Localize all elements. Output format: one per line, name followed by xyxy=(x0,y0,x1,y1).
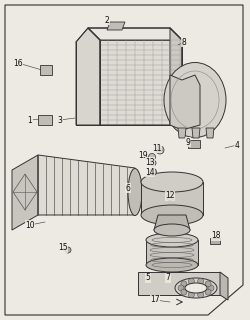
Ellipse shape xyxy=(164,62,226,138)
Circle shape xyxy=(188,278,194,284)
Polygon shape xyxy=(38,115,52,125)
Text: 7: 7 xyxy=(166,274,170,283)
Text: 14: 14 xyxy=(145,167,155,177)
Polygon shape xyxy=(210,238,220,244)
Ellipse shape xyxy=(154,224,190,236)
Text: 2: 2 xyxy=(104,15,110,25)
Text: 5: 5 xyxy=(146,274,150,283)
Polygon shape xyxy=(76,28,100,125)
Ellipse shape xyxy=(146,258,198,272)
Circle shape xyxy=(148,154,156,161)
Text: 8: 8 xyxy=(182,37,186,46)
Polygon shape xyxy=(141,182,203,215)
Circle shape xyxy=(156,146,164,154)
Text: 16: 16 xyxy=(13,59,23,68)
Circle shape xyxy=(150,169,156,175)
Polygon shape xyxy=(5,5,243,315)
Circle shape xyxy=(65,247,71,253)
Polygon shape xyxy=(138,272,220,295)
Polygon shape xyxy=(40,65,52,75)
Polygon shape xyxy=(220,272,228,300)
Ellipse shape xyxy=(128,169,142,215)
Circle shape xyxy=(205,281,211,287)
Polygon shape xyxy=(100,40,182,125)
Polygon shape xyxy=(88,28,182,40)
Circle shape xyxy=(205,289,211,295)
Text: 19: 19 xyxy=(138,150,148,159)
Polygon shape xyxy=(107,22,125,30)
Ellipse shape xyxy=(141,205,203,225)
Text: 13: 13 xyxy=(145,157,155,166)
Polygon shape xyxy=(154,215,190,230)
Text: 6: 6 xyxy=(126,183,130,193)
Polygon shape xyxy=(146,240,198,265)
Circle shape xyxy=(152,162,154,164)
Polygon shape xyxy=(206,128,214,138)
Circle shape xyxy=(158,148,162,152)
Circle shape xyxy=(181,289,187,295)
Circle shape xyxy=(208,285,214,291)
Text: 17: 17 xyxy=(150,295,160,305)
Polygon shape xyxy=(12,155,38,230)
Circle shape xyxy=(150,160,156,166)
Text: 1: 1 xyxy=(28,116,32,124)
Polygon shape xyxy=(170,28,182,125)
Text: 10: 10 xyxy=(25,220,35,229)
Ellipse shape xyxy=(146,233,198,247)
Text: 18: 18 xyxy=(211,231,221,241)
Polygon shape xyxy=(192,128,200,138)
Ellipse shape xyxy=(185,283,207,293)
Circle shape xyxy=(188,292,194,298)
Text: 12: 12 xyxy=(165,191,175,201)
Text: 4: 4 xyxy=(234,140,240,149)
Polygon shape xyxy=(188,140,200,148)
Text: 3: 3 xyxy=(58,116,62,124)
Text: 9: 9 xyxy=(186,138,190,147)
Circle shape xyxy=(178,285,184,291)
Polygon shape xyxy=(38,155,135,215)
Text: 15: 15 xyxy=(58,244,68,252)
Polygon shape xyxy=(178,128,186,138)
Polygon shape xyxy=(170,75,200,130)
Ellipse shape xyxy=(175,278,217,298)
Circle shape xyxy=(181,281,187,287)
Circle shape xyxy=(166,194,173,201)
Text: 11: 11 xyxy=(152,143,162,153)
Circle shape xyxy=(198,292,204,298)
Ellipse shape xyxy=(141,172,203,192)
Circle shape xyxy=(198,278,204,284)
